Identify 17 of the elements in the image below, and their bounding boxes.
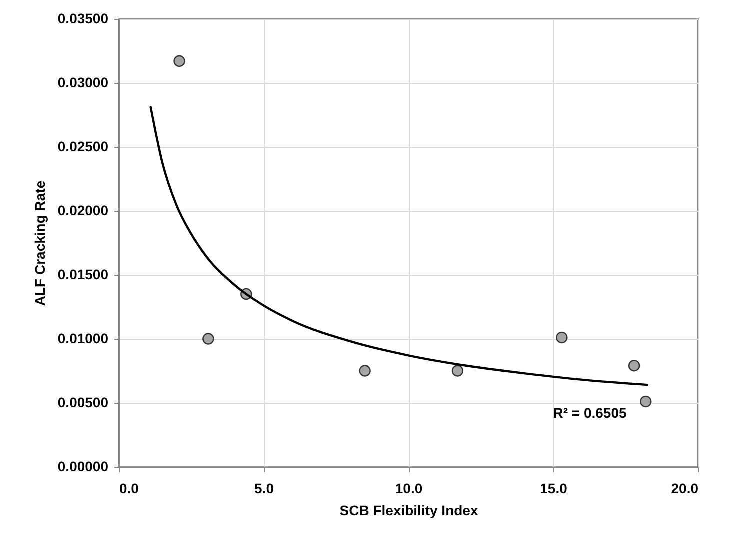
y-tick-label: 0.01000 [58,330,109,346]
y-tick-label: 0.01500 [58,266,109,282]
x-axis-title: SCB Flexibility Index [340,502,478,518]
y-tick-label: 0.00500 [58,394,109,410]
y-tick-label: 0.00000 [58,458,109,474]
x-tick-label: 15.0 [540,480,568,496]
x-tick-label: 5.0 [254,480,274,496]
line-series [150,106,648,386]
y-tick-label: 0.03500 [58,10,109,26]
y-tick-label: 0.02000 [58,202,109,218]
y-tick-label: 0.02500 [58,138,109,154]
x-tick-label: 20.0 [671,480,699,496]
y-tick-label: 0.03000 [58,74,109,90]
x-tick-label: 10.0 [395,480,423,496]
y-axis-title: ALF Cracking Rate [32,180,48,306]
annotation: R² = 0.6505 [553,405,627,421]
x-tick-label: 0.0 [120,480,140,496]
